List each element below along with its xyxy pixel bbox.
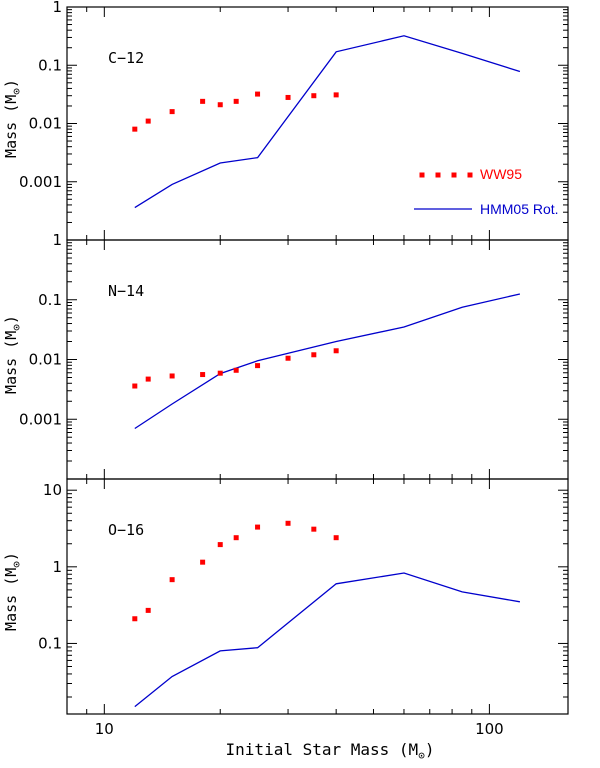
panel-frame <box>66 478 569 715</box>
panel-n-14: 1 0.1 0.01 0.001 Mass (M⊙) N−14 <box>2 231 569 480</box>
legend-ww95-marker-1 <box>435 172 441 178</box>
ww95-point <box>311 352 317 358</box>
ww95-point <box>233 535 239 541</box>
ww95-point <box>285 94 291 100</box>
y-axis-label-sun-symbol: ⊙ <box>10 561 23 568</box>
legend-ww95-marker <box>419 172 473 178</box>
y-tick-label: 0.001 <box>19 173 62 191</box>
hmm05-series-line <box>134 35 521 209</box>
panel-frame <box>66 239 569 480</box>
ww95-point <box>255 91 261 97</box>
y-axis-label-close: ) <box>2 79 20 88</box>
ww95-point <box>169 109 175 115</box>
ww95-point <box>311 526 317 532</box>
legend-ww95-marker-2 <box>451 172 457 178</box>
ww95-point <box>333 535 339 541</box>
x-axis-label-sun-symbol: ⊙ <box>418 749 425 762</box>
y-tick-label: 0.001 <box>19 410 62 428</box>
y-axis-label-sun-symbol: ⊙ <box>10 88 23 95</box>
y-tick-label: 1 <box>52 231 62 249</box>
x-axis-label: Initial Star Mass (M⊙) <box>226 740 435 762</box>
legend-ww95-marker-0 <box>419 172 425 178</box>
ww95-point <box>233 367 239 373</box>
hmm05-series-line <box>134 293 521 430</box>
ww95-point <box>145 118 151 124</box>
ww95-point <box>200 98 206 104</box>
ww95-point <box>200 559 206 565</box>
ww95-point <box>217 370 223 376</box>
ww95-point <box>217 102 223 108</box>
y-axis-label-close: ) <box>2 315 20 324</box>
ww95-point <box>200 372 206 378</box>
ww95-point <box>333 348 339 354</box>
panel-o-16: 10 1 0.1 Mass (M⊙) O−16 10 100 <box>2 478 569 738</box>
panel-label: C−12 <box>108 49 144 67</box>
y-axis-label-text: Mass (M <box>2 95 20 158</box>
ww95-point <box>285 355 291 361</box>
y-axis-label: Mass (M⊙) <box>2 552 23 631</box>
y-axis-label-close: ) <box>2 552 20 561</box>
y-axis-label: Mass (M⊙) <box>2 315 23 394</box>
y-axis-label-text: Mass (M <box>2 568 20 631</box>
ww95-point <box>132 126 138 132</box>
ww95-point <box>255 363 261 369</box>
legend-ww95-label: WW95 <box>480 166 522 182</box>
ww95-point <box>217 542 223 548</box>
ww95-point <box>333 92 339 98</box>
y-tick-label: 0.01 <box>29 115 62 133</box>
ww95-point <box>285 520 291 526</box>
ww95-point <box>132 616 138 622</box>
hmm05-series-line <box>134 572 521 708</box>
ww95-point <box>145 607 151 613</box>
y-tick-label: 0.1 <box>38 291 62 309</box>
panel-label: O−16 <box>108 521 144 539</box>
ww95-point <box>169 577 175 583</box>
legend-hmm05-label: HMM05 Rot. <box>480 201 559 217</box>
ww95-point <box>145 376 151 382</box>
x-axis-label-text: Initial Star Mass (M <box>226 740 419 759</box>
ww95-point <box>233 98 239 104</box>
ww95-point <box>132 383 138 389</box>
x-tick-label: 10 <box>95 720 114 738</box>
ww95-point <box>311 93 317 99</box>
y-tick-label: 0.1 <box>38 56 62 74</box>
y-tick-label: 1 <box>52 0 62 16</box>
y-tick-label: 10 <box>43 481 62 499</box>
x-tick-label: 100 <box>475 720 504 738</box>
y-axis-label: Mass (M⊙) <box>2 79 23 158</box>
y-axis-label-sun-symbol: ⊙ <box>10 324 23 331</box>
y-axis-label-text: Mass (M <box>2 331 20 394</box>
legend-ww95-marker-3 <box>467 172 473 178</box>
ww95-point <box>169 373 175 379</box>
y-tick-label: 0.01 <box>29 351 62 369</box>
y-tick-label: 0.1 <box>38 634 62 652</box>
panel-label: N−14 <box>108 282 144 300</box>
legend: WW95 HMM05 Rot. <box>414 166 559 217</box>
ww95-point <box>255 524 261 530</box>
y-tick-label: 1 <box>52 558 62 576</box>
x-axis-label-close: ) <box>425 740 435 759</box>
